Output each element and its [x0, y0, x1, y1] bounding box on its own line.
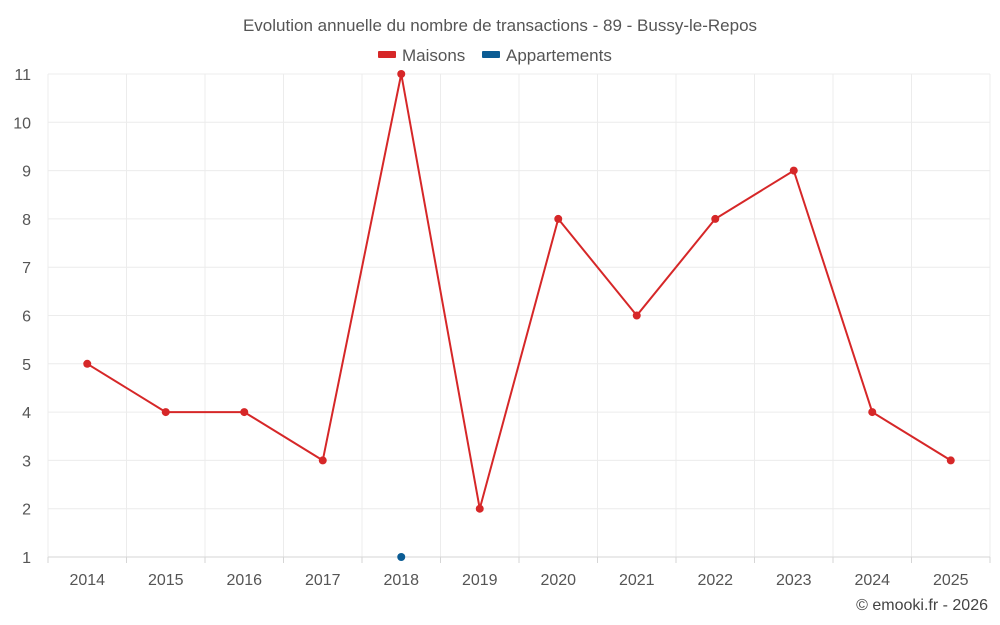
x-tick-label: 2022 — [697, 572, 733, 589]
data-point-maisons — [240, 408, 249, 417]
data-point-maisons — [789, 166, 798, 175]
x-tick-label: 2016 — [226, 572, 262, 589]
x-tick-label: 2020 — [540, 572, 576, 589]
grid — [47, 73, 991, 558]
x-tick-label: 2023 — [776, 572, 812, 589]
y-tick-label: 4 — [22, 405, 31, 422]
data-point-maisons — [397, 70, 406, 78]
y-tick-label: 10 — [13, 115, 31, 132]
y-tick-label: 5 — [22, 357, 31, 374]
data-point-maisons — [318, 456, 327, 465]
legend-swatch-appartements — [482, 51, 500, 58]
data-point-maisons — [83, 359, 92, 368]
data-point-appartements — [397, 553, 406, 561]
y-tick-label: 6 — [22, 309, 31, 326]
chart-title: Evolution annuelle du nombre de transact… — [243, 16, 757, 35]
y-tick-label: 8 — [22, 212, 31, 229]
x-tick-label: 2015 — [148, 572, 184, 589]
y-tick-label: 1 — [22, 550, 31, 567]
series — [83, 70, 955, 561]
data-point-maisons — [161, 408, 170, 417]
y-tick-label: 2 — [22, 502, 31, 519]
x-tick-label: 2017 — [305, 572, 341, 589]
data-point-maisons — [711, 214, 720, 223]
y-tick-label: 11 — [14, 67, 31, 84]
legend: Maisons Appartements — [378, 46, 612, 65]
x-tick-label: 2019 — [462, 572, 498, 589]
data-point-maisons — [946, 456, 955, 465]
x-tick-label: 2018 — [383, 572, 419, 589]
x-tick-label: 2024 — [854, 572, 890, 589]
y-tick-label: 3 — [22, 453, 31, 470]
y-axis-ticks: 1 2 3 4 5 6 7 8 9 10 11 — [13, 67, 31, 567]
x-axis-ticks: 2014 2015 2016 2017 2018 2019 2020 2021 2022 2023… — [47, 557, 991, 589]
x-tick-label: 2014 — [69, 572, 105, 589]
x-tick-label: 2025 — [933, 572, 969, 589]
data-point-maisons — [554, 214, 563, 223]
data-point-maisons — [632, 311, 641, 320]
y-tick-label: 9 — [22, 164, 31, 181]
legend-swatch-maisons — [378, 51, 396, 58]
data-point-maisons — [475, 504, 484, 513]
legend-item-appartements[interactable]: Appartements — [482, 46, 612, 65]
x-tick-label: 2021 — [619, 572, 655, 589]
legend-item-maisons[interactable]: Maisons — [378, 46, 465, 65]
credit-text: © emooki.fr - 2026 — [856, 597, 988, 614]
legend-label-appartements: Appartements — [506, 46, 612, 65]
series-line-maisons — [86, 73, 952, 509]
legend-label-maisons: Maisons — [402, 46, 465, 65]
y-tick-label: 7 — [22, 260, 31, 277]
data-point-maisons — [868, 408, 877, 417]
